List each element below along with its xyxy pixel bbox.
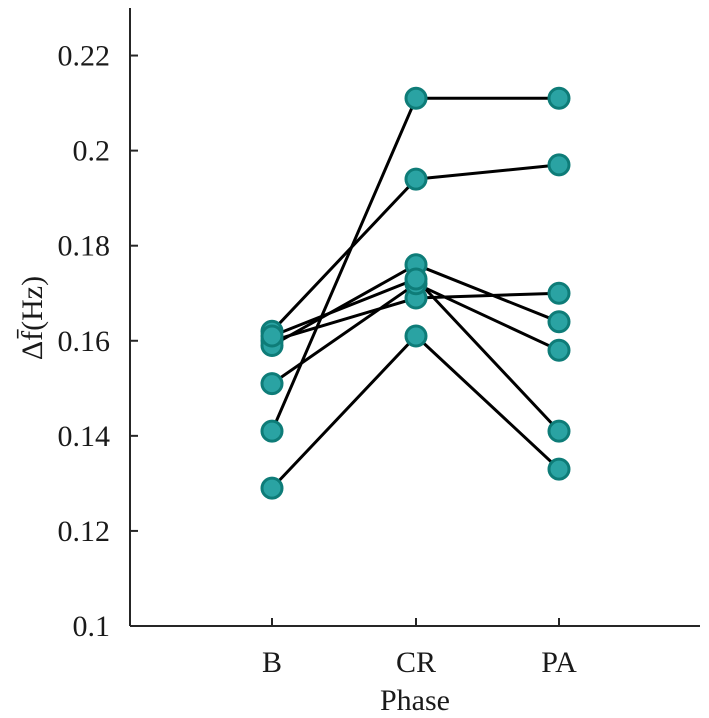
y-axis-title-text: Δf̄(Hz) xyxy=(16,276,49,360)
x-ticks: B CR PA xyxy=(262,618,577,679)
data-point xyxy=(404,86,428,110)
y-tick-label: 0.18 xyxy=(58,230,111,263)
x-tick-label: PA xyxy=(541,646,577,679)
data-point xyxy=(404,267,428,291)
data-point xyxy=(547,310,571,334)
data-point xyxy=(260,324,284,348)
data-point xyxy=(547,281,571,305)
data-point xyxy=(547,153,571,177)
y-axis-title: Δf̄(Hz) xyxy=(16,276,49,360)
series-line xyxy=(270,334,561,490)
x-tick-label: B xyxy=(262,646,282,679)
data-points xyxy=(260,86,571,500)
x-axis-title: Phase xyxy=(380,684,450,717)
y-ticks: 0.1 0.12 0.14 0.16 0.18 0.2 0.22 xyxy=(58,40,138,643)
x-tick-label: CR xyxy=(396,646,436,679)
data-point xyxy=(260,372,284,396)
y-tick-label: 0.22 xyxy=(58,40,111,73)
data-point xyxy=(547,419,571,443)
y-tick-label: 0.16 xyxy=(58,325,111,358)
data-point xyxy=(547,338,571,362)
y-tick-label: 0.14 xyxy=(58,420,111,453)
data-point xyxy=(260,419,284,443)
data-point xyxy=(260,476,284,500)
data-point xyxy=(547,86,571,110)
data-point xyxy=(404,167,428,191)
y-tick-label: 0.2 xyxy=(73,135,111,168)
data-point xyxy=(404,324,428,348)
y-tick-label: 0.1 xyxy=(73,610,111,643)
y-tick-label: 0.12 xyxy=(58,515,111,548)
data-point xyxy=(547,457,571,481)
